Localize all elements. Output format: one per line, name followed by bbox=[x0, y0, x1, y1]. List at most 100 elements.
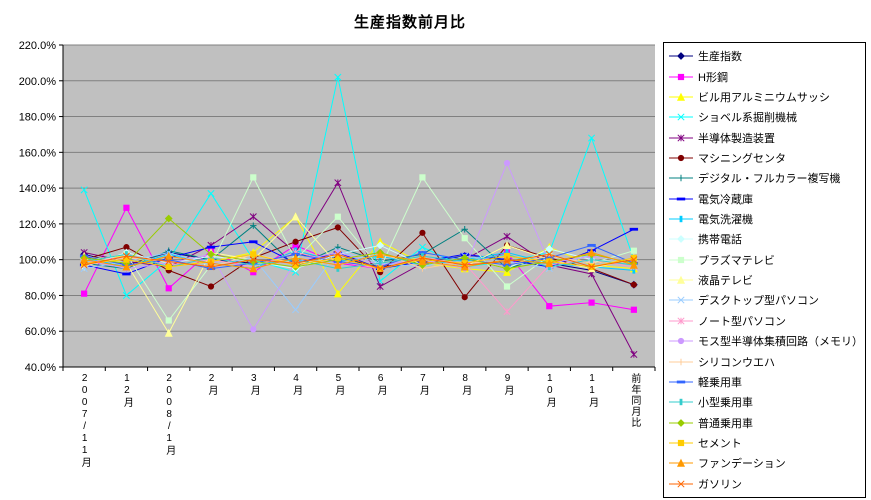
data-point-marker bbox=[418, 243, 426, 251]
data-point-marker bbox=[418, 251, 427, 254]
legend-label: 小型乗用車 bbox=[698, 397, 753, 410]
y-axis-label: 140.0% bbox=[19, 183, 57, 195]
series-line-21 bbox=[84, 253, 634, 270]
data-point-marker bbox=[677, 358, 685, 365]
data-point-marker bbox=[502, 241, 512, 250]
legend-item: シリコンウエハ bbox=[668, 352, 863, 371]
y-axis-label: 160.0% bbox=[19, 147, 57, 159]
data-point-marker bbox=[80, 186, 88, 194]
legend-marker-icon bbox=[669, 358, 693, 365]
legend-label: シリコンウエハ bbox=[698, 356, 775, 369]
data-point-marker bbox=[164, 328, 173, 337]
data-point-marker bbox=[587, 248, 596, 257]
data-point-marker bbox=[545, 258, 554, 267]
data-point-marker bbox=[207, 189, 215, 198]
data-point-marker bbox=[503, 307, 511, 316]
data-point-marker bbox=[376, 249, 385, 258]
data-point-marker bbox=[503, 283, 511, 290]
legend-label: 液晶テレビ bbox=[698, 275, 753, 288]
data-point-marker bbox=[334, 243, 342, 251]
data-point-marker bbox=[676, 92, 686, 101]
chart-title: 生産指数前月比 bbox=[353, 14, 466, 31]
data-point-marker bbox=[250, 326, 257, 333]
data-point-marker bbox=[503, 232, 511, 240]
data-point-marker bbox=[125, 251, 128, 258]
data-point-marker bbox=[461, 226, 468, 233]
data-point-marker bbox=[249, 264, 258, 273]
data-point-marker bbox=[587, 243, 596, 247]
data-point-marker bbox=[250, 174, 257, 181]
legend-label: セメント bbox=[698, 438, 742, 450]
legend-marker-icon bbox=[669, 459, 693, 468]
data-point-marker bbox=[503, 264, 511, 273]
data-point-marker bbox=[677, 175, 685, 182]
data-point-marker bbox=[677, 113, 685, 121]
series-line-19 bbox=[84, 253, 634, 270]
data-point-marker bbox=[461, 261, 469, 269]
legend-marker-icon bbox=[669, 92, 693, 101]
data-point-marker bbox=[676, 380, 686, 384]
y-axis-label: 40.0% bbox=[25, 362, 56, 374]
data-point-marker bbox=[250, 251, 257, 258]
series-line-17 bbox=[84, 253, 634, 270]
legend-item: デジタル・フルカラー複写機 bbox=[668, 169, 863, 188]
data-point-marker bbox=[677, 134, 685, 142]
legend-label: デスクトップ型パソコン bbox=[698, 295, 819, 308]
data-point-marker bbox=[677, 480, 685, 488]
y-axis-label: 80.0% bbox=[25, 290, 56, 302]
legend-item: 小型乗用車 bbox=[668, 393, 863, 412]
series-line-13 bbox=[84, 251, 634, 313]
data-point-marker bbox=[291, 212, 300, 221]
legend-item: デスクトップ型パソコン bbox=[668, 291, 863, 310]
data-point-marker bbox=[206, 267, 216, 271]
data-point-marker bbox=[334, 254, 341, 261]
data-point-marker bbox=[677, 439, 685, 447]
legend-item: プラズマテレビ bbox=[668, 250, 863, 269]
data-point-marker bbox=[165, 317, 172, 324]
data-point-marker bbox=[679, 399, 683, 406]
data-point-marker bbox=[677, 256, 685, 263]
data-point-marker bbox=[122, 272, 131, 276]
data-point-marker bbox=[545, 245, 554, 253]
legend-item: 軽乗用車 bbox=[668, 372, 863, 391]
data-point-marker bbox=[629, 260, 638, 269]
data-point-marker bbox=[677, 418, 685, 427]
data-point-marker bbox=[630, 281, 637, 288]
data-point-marker bbox=[334, 224, 341, 231]
data-point-marker bbox=[677, 317, 685, 325]
legend-item: モス型半導体集積回路（メモリ） bbox=[668, 332, 863, 351]
legend-marker-icon bbox=[669, 134, 693, 142]
data-point-marker bbox=[676, 197, 686, 201]
data-point-marker bbox=[292, 259, 300, 267]
legend-marker-icon bbox=[669, 439, 693, 447]
legend-label: ビル用アルミニウムサッシ bbox=[698, 91, 830, 104]
legend-item: ファンデーション bbox=[668, 454, 863, 473]
legend-item: 生産指数 bbox=[668, 47, 863, 66]
data-point-marker bbox=[206, 245, 216, 249]
legend-marker-icon bbox=[669, 197, 693, 201]
data-point-marker bbox=[629, 227, 639, 231]
plot-area-bg bbox=[63, 45, 655, 367]
y-axis-label: 200.0% bbox=[19, 76, 57, 88]
data-point-marker bbox=[418, 254, 426, 262]
legend-marker-icon bbox=[669, 296, 693, 305]
legend-marker-icon bbox=[669, 399, 693, 406]
legend-marker-icon bbox=[669, 175, 693, 182]
legend-marker-icon bbox=[669, 418, 693, 427]
data-point-marker bbox=[334, 213, 341, 220]
series-line-16 bbox=[84, 244, 635, 270]
series-line-10 bbox=[84, 176, 634, 322]
data-point-marker bbox=[292, 306, 300, 314]
legend-item: ビル用アルミニウムサッシ bbox=[668, 87, 863, 106]
legend-item: マシニングセンタ bbox=[668, 148, 863, 167]
data-point-marker bbox=[677, 296, 685, 305]
series-line-12 bbox=[84, 250, 634, 311]
data-point-marker bbox=[291, 253, 300, 262]
y-axis-label: 60.0% bbox=[25, 326, 56, 338]
data-point-marker bbox=[376, 282, 384, 291]
legend-item: ガソリン bbox=[668, 474, 863, 493]
data-point-marker bbox=[81, 290, 88, 297]
legend-item: ノート型パソコン bbox=[668, 311, 863, 330]
data-point-marker bbox=[165, 257, 173, 266]
legend-marker-icon bbox=[669, 52, 693, 61]
